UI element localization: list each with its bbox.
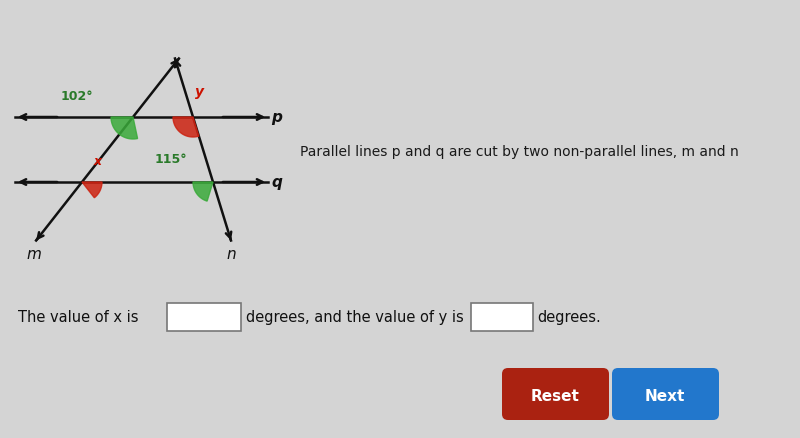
Text: 115°: 115° [155, 153, 188, 166]
FancyBboxPatch shape [502, 368, 609, 420]
Polygon shape [193, 183, 213, 201]
Polygon shape [82, 183, 102, 198]
Text: The value of x is: The value of x is [18, 310, 138, 325]
FancyBboxPatch shape [167, 303, 241, 331]
Text: y: y [195, 85, 204, 99]
Text: x: x [94, 155, 102, 168]
FancyBboxPatch shape [471, 303, 533, 331]
Text: Reset: Reset [530, 389, 579, 403]
Text: n: n [226, 247, 236, 262]
Text: p: p [271, 110, 282, 125]
Text: m: m [26, 247, 41, 262]
Text: Next: Next [645, 389, 685, 403]
Text: q: q [271, 175, 282, 190]
Text: degrees, and the value of y is: degrees, and the value of y is [246, 310, 464, 325]
Polygon shape [173, 118, 199, 138]
Text: Parallel lines p and q are cut by two non-parallel lines, m and n: Parallel lines p and q are cut by two no… [300, 145, 738, 159]
Polygon shape [111, 118, 138, 140]
Text: degrees.: degrees. [537, 310, 601, 325]
Text: 102°: 102° [61, 90, 94, 103]
FancyBboxPatch shape [612, 368, 719, 420]
